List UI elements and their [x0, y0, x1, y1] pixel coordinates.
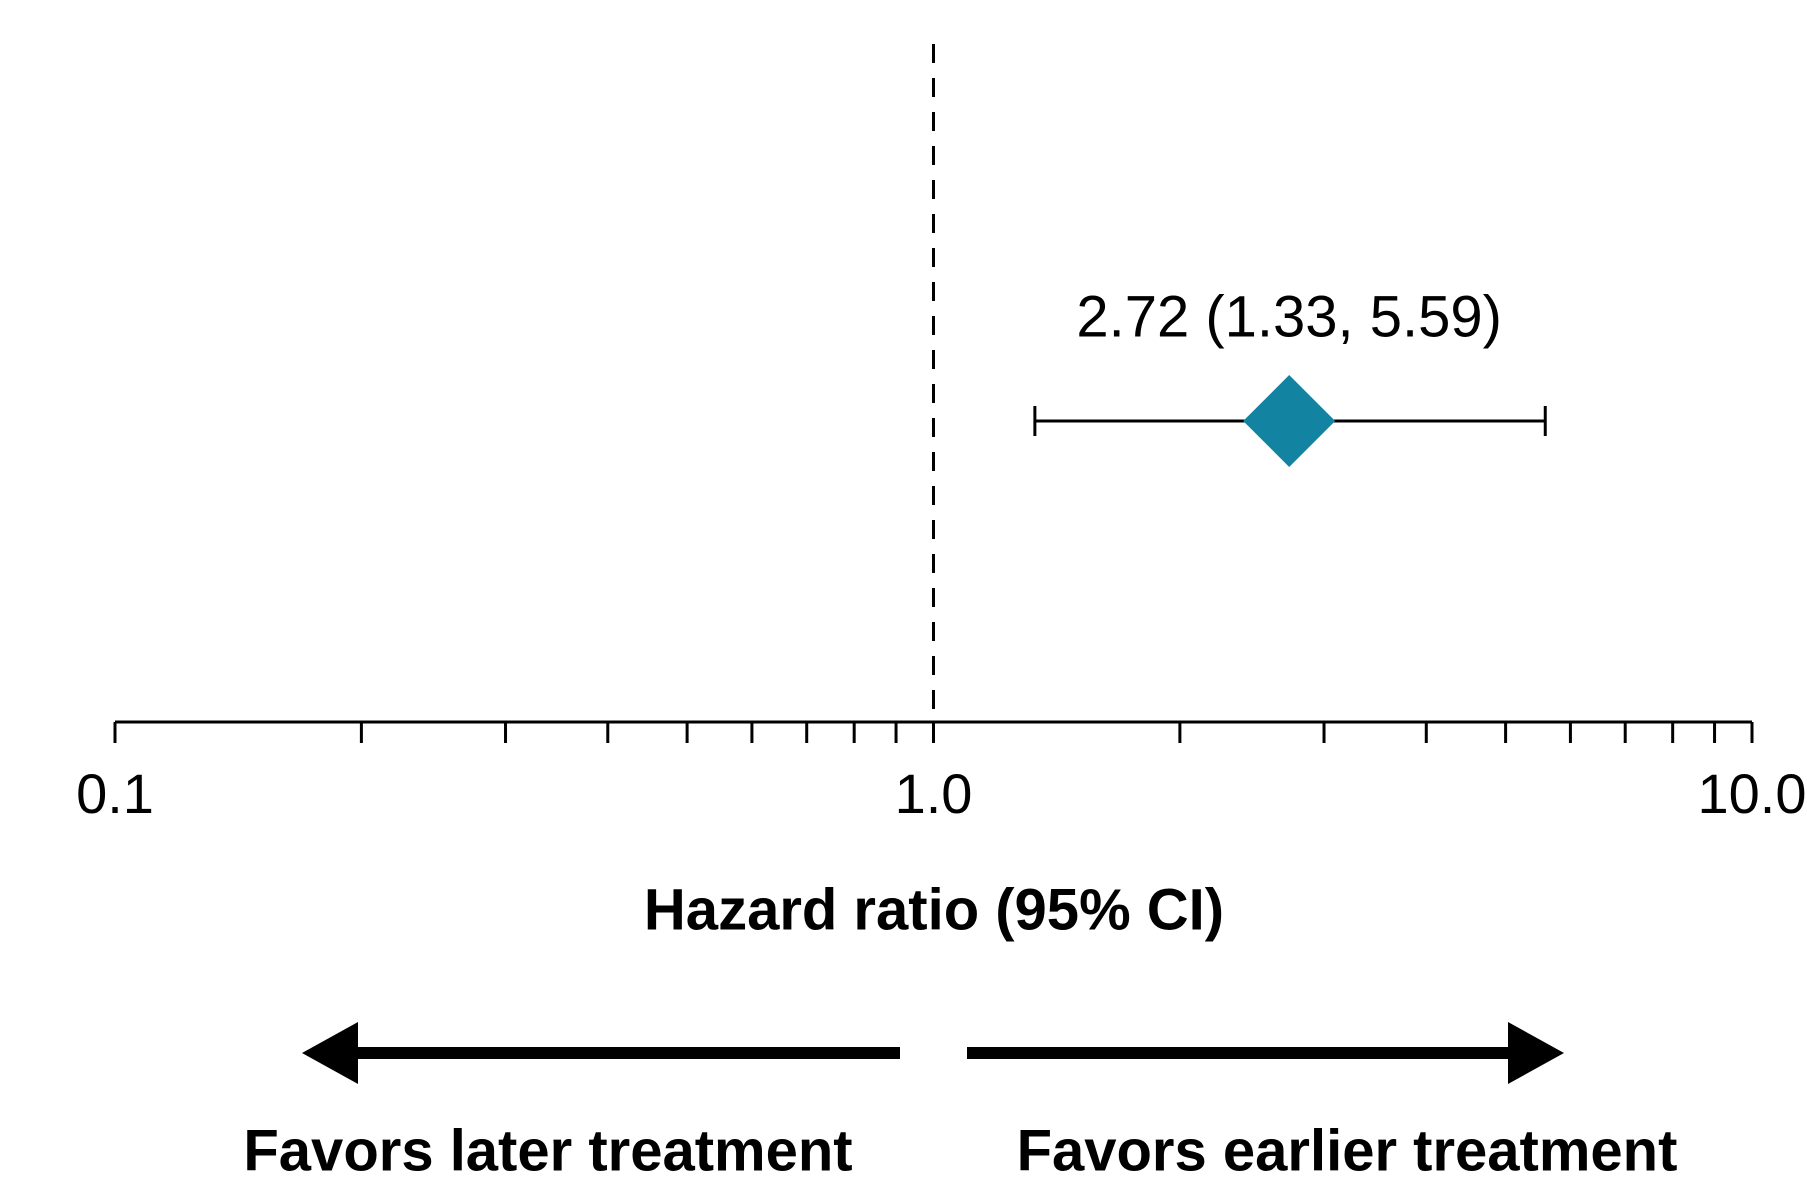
- left-arrow: [302, 1022, 900, 1084]
- x-axis-label: Hazard ratio (95% CI): [644, 877, 1224, 942]
- annotation: Favors later treatment: [243, 1118, 852, 1183]
- annotation: Favors earlier treatment: [1017, 1118, 1678, 1183]
- x-tick-label: 1.0: [895, 762, 973, 825]
- right-arrow: [967, 1022, 1564, 1084]
- value-label: 2.72 (1.33, 5.59): [1076, 284, 1502, 349]
- x-tick-label: 10.0: [1698, 762, 1807, 825]
- point-estimate: [1243, 375, 1336, 467]
- x-tick-label: 0.1: [76, 762, 154, 825]
